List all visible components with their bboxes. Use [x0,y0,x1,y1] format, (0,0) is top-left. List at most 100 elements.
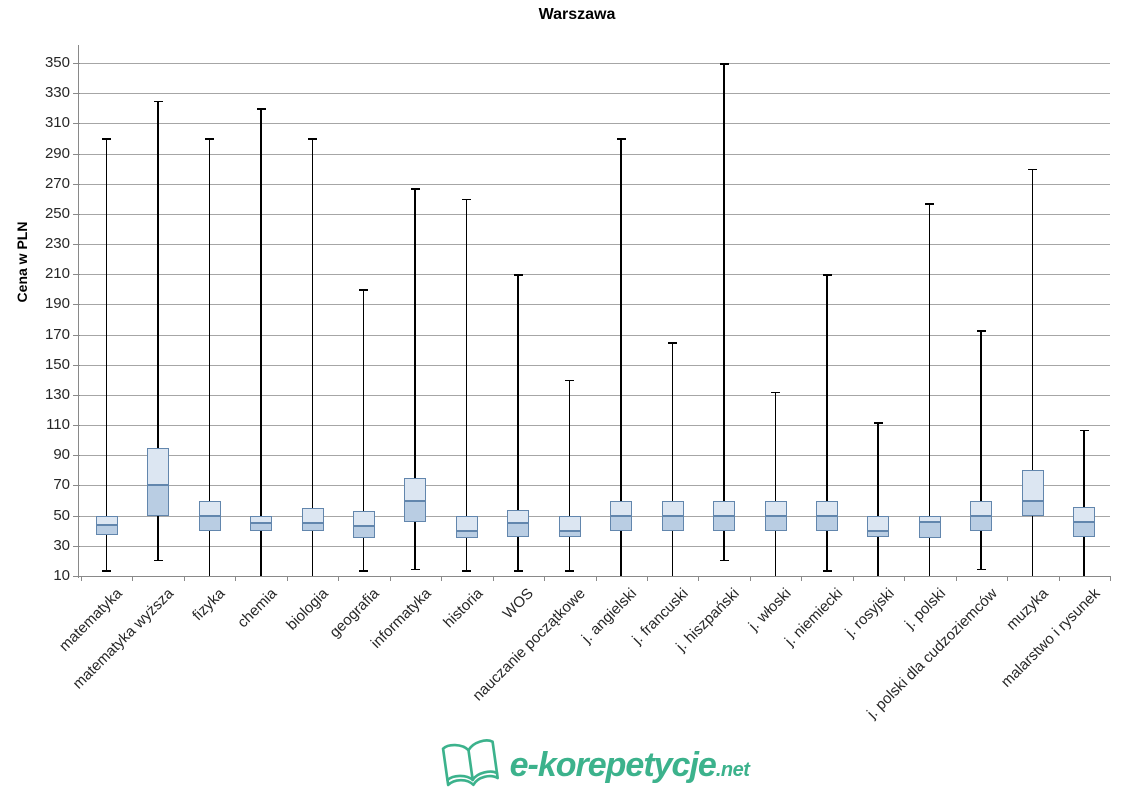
upper-whisker-cap [462,198,472,201]
y-tick-label: 110 [46,416,70,434]
box-upper-quartile [558,515,581,531]
x-axis-label: biologia [282,585,332,634]
box-outline [558,515,581,537]
gridline [79,425,1110,427]
box-upper-quartile [147,447,170,486]
lower-whisker [620,530,622,576]
box-lower-quartile [610,515,633,531]
x-axis-label: malarstwo i rysunek [997,585,1104,691]
x-axis-tick [1007,577,1009,581]
logo-text: e-korepetycje [509,745,717,784]
box-outline [301,508,324,531]
x-axis-label: historia [439,585,486,632]
y-axis-label: Cena w PLN [14,221,30,303]
median-line [970,514,993,517]
gridline [79,394,1110,396]
upper-whisker-cap [976,330,986,332]
box-lower-quartile [404,500,427,522]
lower-whisker-cap [976,568,986,571]
box-upper-quartile [1073,506,1096,522]
y-tick-label: 210 [44,265,70,283]
box-upper-quartile [404,477,427,501]
y-tick-label: 10 [53,567,70,584]
box-lower-quartile [558,530,581,537]
median-line [816,514,839,517]
x-axis-label: fizyka [189,585,229,625]
lower-whisker [311,530,314,576]
x-axis-tick [801,577,803,581]
y-axis-tick [73,63,80,64]
lower-whisker [928,538,931,576]
x-axis-line [78,576,1111,577]
logo-suffix: .net [715,758,750,781]
x-axis-label: j. rosyjski [841,585,898,641]
upper-whisker-cap [719,63,729,65]
upper-whisker-cap [925,203,935,205]
y-tick-label: 290 [44,144,70,162]
median-line [404,499,427,502]
y-axis-tick [73,183,80,185]
box-upper-quartile [198,500,221,516]
x-axis-tick [646,577,648,581]
x-axis-tick [852,577,854,581]
gridline [79,213,1110,215]
upper-whisker-cap [873,422,883,424]
y-axis-tick [73,213,80,215]
box-lower-quartile [352,526,375,539]
box-lower-quartile [95,524,118,536]
upper-whisker-cap [616,138,626,140]
x-axis-label: muzyka [1003,585,1052,634]
gridline [79,93,1110,95]
upper-whisker [1031,168,1034,471]
box-lower-quartile [661,515,684,531]
upper-whisker [671,342,674,501]
box-lower-quartile [198,515,221,531]
box-upper-quartile [352,511,375,527]
upper-whisker [157,100,159,448]
y-axis-tick [73,304,80,306]
y-tick-label: 310 [44,114,70,132]
upper-whisker-cap [205,138,215,140]
median-line [507,522,530,525]
lower-whisker [260,530,262,576]
y-tick-label: 190 [44,295,70,313]
box-lower-quartile [250,523,273,531]
upper-whisker [774,391,777,501]
y-axis-tick [73,153,80,155]
median-line [250,522,273,525]
box-upper-quartile [918,515,941,522]
upper-whisker [928,203,931,516]
lower-whisker [465,538,468,572]
y-tick-label: 230 [44,235,70,253]
box-lower-quartile [816,515,839,531]
upper-whisker [980,330,982,501]
x-axis-tick [389,577,391,581]
box-upper-quartile [661,500,684,516]
upper-whisker [517,274,519,510]
box-upper-quartile [95,515,118,525]
y-axis-tick [73,244,80,246]
x-axis-tick [235,577,237,581]
y-tick-label: 250 [44,204,70,222]
lower-whisker [1031,515,1034,576]
box-upper-quartile [455,515,478,531]
median-line [352,525,375,528]
upper-whisker-cap [1028,168,1038,171]
y-axis-tick [73,123,80,125]
median-line [661,514,684,517]
upper-whisker [260,108,262,516]
chart-title: Warszawa [538,6,616,23]
x-axis-tick [132,577,134,581]
upper-whisker-cap [153,100,163,103]
gridline [79,304,1110,306]
box-upper-quartile [816,500,839,516]
x-axis-label: matematyka wyższa [69,585,178,693]
median-line [713,514,736,517]
y-tick-label: 30 [53,536,70,554]
upper-whisker-cap [256,108,266,110]
box-lower-quartile [867,530,890,537]
box-upper-quartile [867,515,890,531]
box-upper-quartile [764,500,787,516]
box-lower-quartile [764,515,787,531]
gridline [79,123,1110,125]
